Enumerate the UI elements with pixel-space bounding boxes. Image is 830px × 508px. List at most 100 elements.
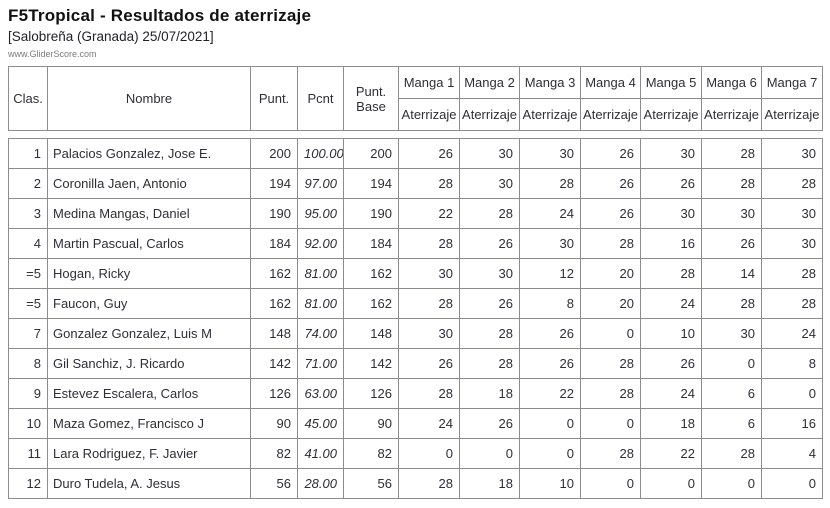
col-subheader-aterrizaje-5: Aterrizaje <box>640 98 702 131</box>
cell-punt: 126 <box>250 378 298 409</box>
cell-manga-4: 0 <box>580 318 641 349</box>
col-header-manga-3: Manga 3 <box>519 66 581 99</box>
cell-nombre: Palacios Gonzalez, Jose E. <box>47 138 251 169</box>
cell-manga-4: 26 <box>580 198 641 229</box>
cell-manga-7: 8 <box>761 348 823 379</box>
cell-nombre: Faucon, Guy <box>47 288 251 319</box>
cell-manga-3: 0 <box>519 408 581 439</box>
cell-punt-base: 162 <box>343 258 399 289</box>
header-row-sub: Aterrizaje Aterrizaje Aterrizaje Aterrizaje… <box>9 98 823 131</box>
cell-manga-7: 30 <box>761 138 823 169</box>
cell-clas: 3 <box>8 198 48 229</box>
cell-manga-2: 30 <box>459 258 520 289</box>
cell-clas: 12 <box>8 468 48 499</box>
cell-clas: 10 <box>8 408 48 439</box>
cell-punt: 162 <box>250 258 298 289</box>
cell-manga-2: 28 <box>459 348 520 379</box>
cell-manga-6: 14 <box>701 258 762 289</box>
col-subheader-aterrizaje-2: Aterrizaje <box>459 98 520 131</box>
results-table: 1 Palacios Gonzalez, Jose E. 200 100.00 200 2… <box>8 138 823 499</box>
cell-manga-7: 4 <box>761 438 823 469</box>
cell-pcnt: 81.00 <box>297 288 344 319</box>
cell-nombre: Duro Tudela, A. Jesus <box>47 468 251 499</box>
cell-manga-3: 30 <box>519 138 581 169</box>
cell-manga-6: 26 <box>701 228 762 259</box>
cell-manga-7: 28 <box>761 168 823 199</box>
cell-punt-base: 126 <box>343 378 399 409</box>
table-row: =5 Hogan, Ricky 162 81.00 162 30 30 12 20 28 14 28 <box>8 258 823 289</box>
cell-clas: 4 <box>8 228 48 259</box>
cell-manga-3: 22 <box>519 378 581 409</box>
cell-nombre: Martin Pascual, Carlos <box>47 228 251 259</box>
cell-manga-4: 28 <box>580 378 641 409</box>
col-header-manga-4: Manga 4 <box>580 66 641 99</box>
col-subheader-aterrizaje-4: Aterrizaje <box>580 98 641 131</box>
cell-manga-5: 28 <box>640 258 702 289</box>
cell-manga-1: 24 <box>398 408 460 439</box>
cell-manga-6: 28 <box>701 438 762 469</box>
col-header-punt-base: Punt. Base <box>343 66 399 131</box>
cell-manga-4: 0 <box>580 408 641 439</box>
cell-nombre: Gil Sanchiz, J. Ricardo <box>47 348 251 379</box>
cell-punt: 184 <box>250 228 298 259</box>
cell-manga-2: 26 <box>459 228 520 259</box>
cell-manga-1: 0 <box>398 438 460 469</box>
event-location-date: [Salobreña (Granada) 25/07/2021] <box>8 29 214 44</box>
cell-manga-3: 0 <box>519 438 581 469</box>
cell-clas: 11 <box>8 438 48 469</box>
table-row: 11 Lara Rodriguez, F. Javier 82 41.00 82 0 0 0 2… <box>8 438 823 469</box>
col-header-nombre: Nombre <box>47 66 251 131</box>
cell-nombre: Lara Rodriguez, F. Javier <box>47 438 251 469</box>
cell-pcnt: 45.00 <box>297 408 344 439</box>
cell-manga-3: 10 <box>519 468 581 499</box>
table-row: 10 Maza Gomez, Francisco J 90 45.00 90 24 26 0 0… <box>8 408 823 439</box>
cell-manga-1: 28 <box>398 378 460 409</box>
col-subheader-aterrizaje-3: Aterrizaje <box>519 98 581 131</box>
cell-manga-1: 30 <box>398 258 460 289</box>
cell-clas: 9 <box>8 378 48 409</box>
cell-pcnt: 81.00 <box>297 258 344 289</box>
cell-punt-base: 148 <box>343 318 399 349</box>
cell-pcnt: 41.00 <box>297 438 344 469</box>
col-header-manga-7: Manga 7 <box>761 66 823 99</box>
cell-punt-base: 142 <box>343 348 399 379</box>
table-row: =5 Faucon, Guy 162 81.00 162 28 26 8 20 24 28 28 <box>8 288 823 319</box>
cell-manga-2: 26 <box>459 288 520 319</box>
cell-manga-1: 26 <box>398 138 460 169</box>
cell-manga-5: 30 <box>640 198 702 229</box>
cell-manga-4: 20 <box>580 288 641 319</box>
cell-manga-1: 28 <box>398 468 460 499</box>
cell-manga-6: 6 <box>701 408 762 439</box>
cell-pcnt: 74.00 <box>297 318 344 349</box>
cell-manga-3: 30 <box>519 228 581 259</box>
cell-pcnt: 100.00 <box>297 138 344 169</box>
cell-punt: 194 <box>250 168 298 199</box>
cell-punt: 162 <box>250 288 298 319</box>
cell-manga-4: 28 <box>580 348 641 379</box>
cell-punt: 56 <box>250 468 298 499</box>
col-header-manga-1: Manga 1 <box>398 66 460 99</box>
col-header-manga-5: Manga 5 <box>640 66 702 99</box>
cell-clas: 1 <box>8 138 48 169</box>
cell-manga-6: 28 <box>701 288 762 319</box>
col-subheader-aterrizaje-1: Aterrizaje <box>398 98 460 131</box>
cell-manga-2: 28 <box>459 318 520 349</box>
cell-manga-2: 30 <box>459 168 520 199</box>
cell-manga-6: 28 <box>701 168 762 199</box>
table-row: 12 Duro Tudela, A. Jesus 56 28.00 56 28 18 10 0 0… <box>8 468 823 499</box>
cell-punt: 190 <box>250 198 298 229</box>
cell-manga-6: 0 <box>701 348 762 379</box>
cell-punt: 142 <box>250 348 298 379</box>
cell-nombre: Hogan, Ricky <box>47 258 251 289</box>
cell-punt: 90 <box>250 408 298 439</box>
cell-punt-base: 184 <box>343 228 399 259</box>
cell-manga-7: 28 <box>761 288 823 319</box>
cell-manga-5: 24 <box>640 378 702 409</box>
table-row: 3 Medina Mangas, Daniel 190 95.00 190 22 28 24 2… <box>8 198 823 229</box>
cell-manga-1: 30 <box>398 318 460 349</box>
cell-nombre: Maza Gomez, Francisco J <box>47 408 251 439</box>
cell-manga-4: 28 <box>580 438 641 469</box>
table-row: 9 Estevez Escalera, Carlos 126 63.00 126 28 18… <box>8 378 823 409</box>
cell-manga-5: 26 <box>640 348 702 379</box>
